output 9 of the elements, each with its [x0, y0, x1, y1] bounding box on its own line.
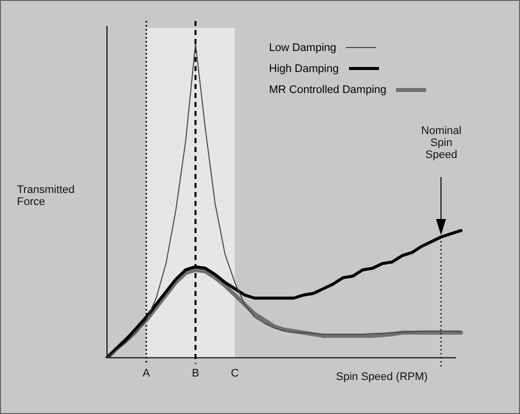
legend-label: MR Controlled Damping [269, 84, 386, 96]
y-axis-title: Transmitted Force [17, 184, 76, 208]
annotation: Nominal Spin Speed [420, 125, 462, 161]
x-tick-label: A [142, 367, 151, 380]
x-axis-title: Spin Speed (RPM) [336, 371, 428, 383]
legend-label: High Damping [269, 62, 339, 74]
x-tick-label: B [192, 367, 200, 380]
x-tick-label: C [230, 367, 239, 380]
legend-label: Low Damping [269, 42, 336, 54]
